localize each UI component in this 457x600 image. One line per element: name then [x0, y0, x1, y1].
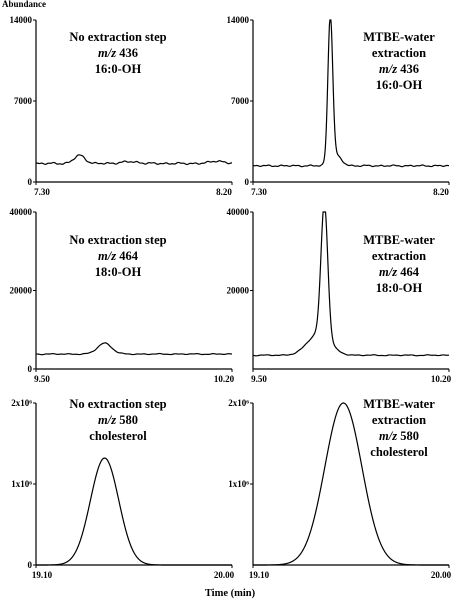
y-tick-label: 2x10⁶ [228, 398, 249, 408]
y-tick-label: 7000 [231, 96, 250, 106]
chart-panel: 1x10⁶ 2x10⁶ 19.10 20.00 MTBE-water extraction… [228, 397, 451, 580]
annotation-line: 18:0-OH [376, 281, 423, 295]
y-tick-label: 1x10⁶ [11, 479, 32, 489]
annotation-line: 18:0-OH [95, 265, 142, 279]
chromatogram-trace [252, 211, 450, 357]
annotation-line: 16:0-OH [376, 78, 423, 92]
annotation-line: extraction [372, 249, 426, 263]
x-tick-label: 7.30 [251, 187, 267, 197]
chart-panel: 0 1x10⁶ 2x10⁶ 19.10 20.00 No extraction step m… [11, 397, 234, 580]
x-axis-title: Time (min) [205, 588, 256, 599]
x-tick-label: 9.50 [34, 374, 50, 384]
y-tick-label: 1x10⁶ [228, 479, 249, 489]
annotation-line: cholesterol [370, 445, 428, 459]
chart-panels: 0 7000 14000 7.30 8.20 No extraction step m/z … [10, 15, 452, 580]
annotation-line: No extraction step [69, 233, 166, 247]
y-tick-label: 20000 [10, 286, 33, 296]
x-tick-label: 19.10 [249, 570, 270, 580]
annotation-line: m/z 464 [379, 265, 420, 279]
y-tick-label: 20000 [227, 286, 250, 296]
annotation-line: No extraction step [69, 397, 166, 411]
y-tick-label: 0 [28, 560, 33, 570]
chart-panel: 0 7000 14000 7.30 8.20 No extraction step m/z … [10, 15, 233, 197]
x-tick-label: 20.00 [214, 570, 235, 580]
x-tick-label: 10.20 [214, 374, 235, 384]
annotation-line: 16:0-OH [95, 62, 142, 76]
x-tick-label: 8.20 [433, 187, 449, 197]
chromatogram-trace [35, 154, 233, 166]
y-axis-title: Abundance [2, 0, 46, 9]
x-tick-label: 20.00 [431, 570, 452, 580]
x-tick-label: 7.30 [34, 187, 50, 197]
annotation-line: No extraction step [69, 30, 166, 44]
chromatogram-trace [253, 402, 449, 566]
annotation-line: m/z 580 [98, 413, 138, 427]
chart-panel: 0 7000 14000 7.30 8.20 MTBE-water extraction m/… [227, 15, 450, 197]
annotation-line: m/z 436 [98, 46, 138, 60]
x-tick-label: 19.10 [32, 570, 53, 580]
y-tick-label: 40000 [227, 207, 250, 217]
y-tick-label: 0 [28, 177, 33, 187]
chromatogram-trace [252, 19, 450, 168]
chromatogram-trace [35, 342, 233, 356]
annotation-line: MTBE-water [363, 233, 435, 247]
x-tick-label: 8.20 [216, 187, 232, 197]
chart-panel: 20000 40000 9.50 10.20 MTBE-water extraction m… [227, 207, 452, 384]
y-tick-label: 40000 [10, 207, 33, 217]
annotation-line: cholesterol [89, 429, 147, 443]
x-tick-label: 10.20 [431, 374, 452, 384]
annotation-line: m/z 464 [98, 249, 139, 263]
chart-panel: 0 20000 40000 9.50 10.20 No extraction step m/… [10, 207, 235, 384]
x-tick-label: 9.50 [251, 374, 267, 384]
y-tick-label: 0 [28, 364, 33, 374]
annotation-line: m/z 580 [379, 429, 419, 443]
annotation-line: m/z 436 [379, 62, 419, 76]
y-tick-label: 0 [245, 177, 250, 187]
annotation-line: extraction [372, 413, 426, 427]
annotation-line: MTBE-water [363, 30, 435, 44]
y-tick-label: 14000 [10, 15, 33, 25]
y-tick-label: 14000 [227, 15, 250, 25]
annotation-line: extraction [372, 46, 426, 60]
y-tick-label: 2x10⁶ [11, 398, 32, 408]
chromatogram-trace [36, 457, 232, 566]
y-tick-label: 7000 [14, 96, 33, 106]
annotation-line: MTBE-water [363, 397, 435, 411]
